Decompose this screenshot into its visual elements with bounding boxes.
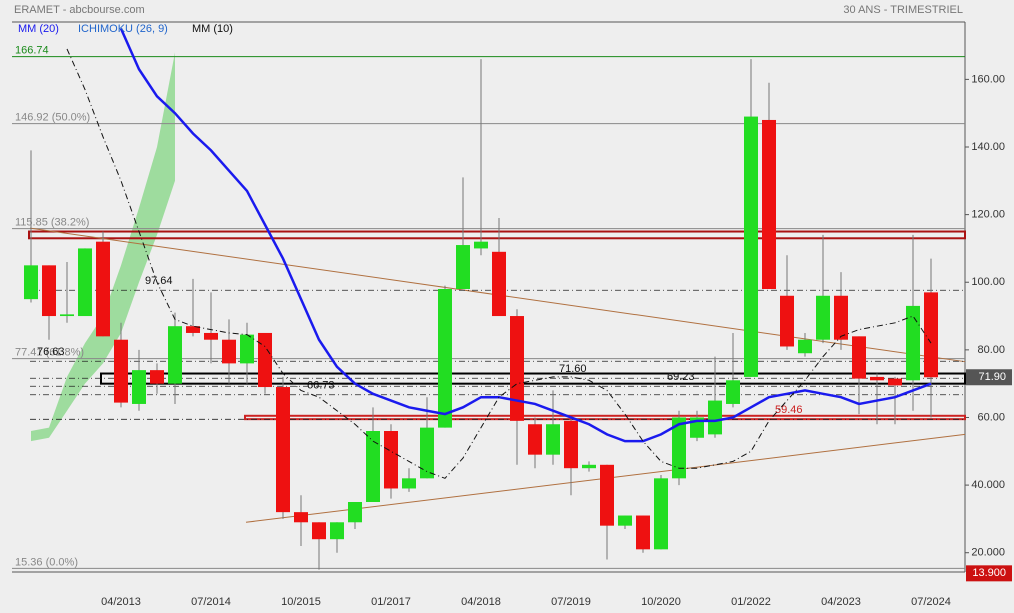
candle-body [240,334,254,364]
legend-entry: MM (20) [18,23,59,35]
x-tick-label: 04/2023 [821,596,861,608]
candle-body [474,241,488,249]
candle-body [492,251,506,317]
candle-body [672,417,686,479]
candle-body [600,464,614,526]
candle-body [168,326,182,384]
candle-body [348,502,362,523]
candle-body [438,289,452,428]
x-tick-label: 04/2013 [101,596,141,608]
legend-entry: MM (10) [192,23,233,35]
zone [28,230,966,240]
ichimoku-cloud [31,52,175,442]
annotation-label: 69.23 [667,371,695,383]
x-tick-label: 10/2020 [641,596,681,608]
x-tick-label: 01/2017 [371,596,411,608]
candle-body [204,332,218,340]
candle-body [636,515,650,550]
y-tick-label: 40.000 [971,479,1005,491]
candle-body [816,295,830,340]
x-tick-label: 07/2014 [191,596,231,608]
candle-body [870,376,884,381]
candle-body [762,119,776,289]
candle-body [564,420,578,469]
candle-body [510,316,524,421]
candle-body [780,295,794,347]
x-tick-label: 10/2015 [281,596,321,608]
annotation-label: 59.46 [775,404,803,416]
candle-body [420,427,434,479]
candle-body [456,245,470,289]
candle-body [150,370,164,384]
candle-body [708,400,722,435]
x-tick-label: 01/2022 [731,596,771,608]
x-tick-label: 07/2024 [911,596,951,608]
y-tick-label: 100.00 [971,276,1005,288]
y-tick-label: 80.00 [977,344,1005,356]
price-tag [966,565,1012,582]
candle-body [744,116,758,377]
y-tick-label: 140.00 [971,141,1005,153]
level-label: 146.92 (50.0%) [15,112,90,124]
candle-body [834,295,848,340]
y-tick-label: 60.00 [977,411,1005,423]
y-tick-label: 20.000 [971,547,1005,559]
candle-body [852,336,866,379]
level-label: 166.74 [15,44,49,56]
x-tick-label: 07/2019 [551,596,591,608]
candle-body [528,424,542,455]
candle-body [546,424,560,455]
candle-body [726,380,740,404]
candle-body [78,248,92,317]
candle-body [276,387,290,513]
candle-body [384,431,398,489]
candle-body [258,332,272,388]
indicator-line [119,28,932,443]
candle-body [312,522,326,540]
candle-body [294,512,308,523]
candle-body [132,370,146,404]
level-label: 15.36 (0.0%) [15,556,78,568]
level-label: 77.41 (61.8%) [15,347,84,359]
candle-body [798,339,812,354]
candle-body [906,305,920,381]
candle-body [60,314,74,317]
price-tag-label: 13.900 [972,567,1006,579]
level-label: 115.85 (38.2%) [15,217,89,229]
legend-entry: ICHIMOKU (26, 9) [78,23,168,35]
candle-body [618,515,632,526]
candle-body [366,431,380,502]
annotation-label: 66.73 [307,380,335,392]
candle-body [330,522,344,540]
candle-body [222,339,236,364]
candle-body [42,265,56,317]
candle-body [186,326,200,333]
candle-body [96,241,110,337]
y-tick-label: 160.00 [971,73,1005,85]
candle-body [114,339,128,403]
chart-subtitle: 30 ANS - TRIMESTRIEL [843,4,963,16]
x-tick-label: 04/2018 [461,596,501,608]
candle-body [582,464,596,469]
annotation-label: 71.60 [559,363,587,375]
candle-body [402,478,416,489]
candle-body [924,292,938,378]
annotation-label: 76.63 [37,346,65,358]
candle-body [888,378,902,386]
price-tag [966,369,1012,386]
candle-body [24,265,38,300]
price-tag-label: 71.90 [978,371,1006,383]
annotation-label: 97.64 [145,275,173,287]
chart-title: ERAMET - abcbourse.com [14,4,145,16]
y-tick-label: 120.00 [971,209,1005,221]
indicator-line [66,48,932,479]
candle-body [654,478,668,550]
